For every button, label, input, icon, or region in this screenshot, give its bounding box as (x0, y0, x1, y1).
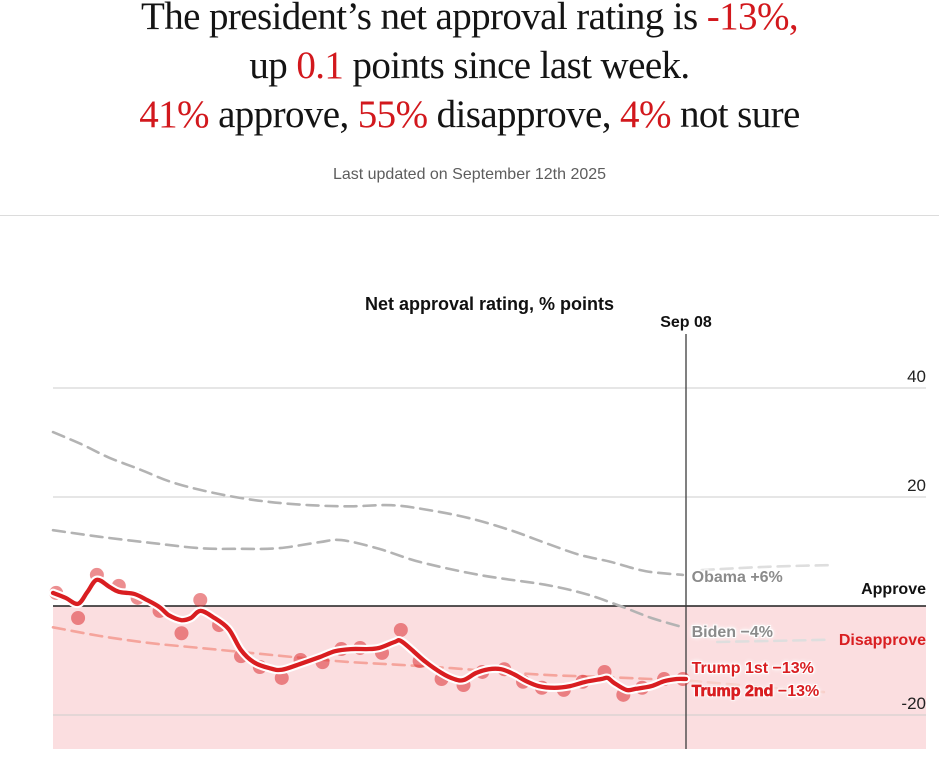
poll-dot (274, 670, 289, 685)
chart-canvas (48, 334, 926, 749)
header: The president’s net approval rating is -… (0, 0, 939, 217)
poll-dot (393, 622, 408, 637)
headline-accent-value: 0.1 (296, 44, 344, 87)
headline-accent-value: 55% (357, 93, 428, 136)
headline: The president’s net approval rating is -… (0, 0, 939, 139)
last-updated-text: Last updated on September 12th 2025 (332, 166, 607, 184)
biden-line (51, 528, 685, 629)
poll-dot (174, 626, 189, 641)
headline-text: not sure (670, 93, 800, 136)
headline-text: The president’s net approval rating is (140, 0, 707, 38)
poll-dot (71, 610, 86, 625)
trump1-line (51, 626, 688, 682)
headline-accent-value: 41% (139, 93, 209, 136)
headline-text: up (249, 44, 297, 87)
headline-text: disapprove, (427, 93, 621, 136)
headline-text: points since last week. (343, 44, 690, 87)
net-approval-chart: Net approval rating, % points Sep 08 40 2… (0, 210, 939, 749)
trump1-faded-line (687, 679, 826, 694)
header-divider (0, 215, 939, 217)
obama-line (51, 430, 685, 577)
headline-accent-value: 4% (620, 93, 671, 136)
disapprove-zone (53, 606, 926, 749)
poll-dot (193, 593, 208, 608)
headline-line: The president’s net approval rating is -… (0, 0, 939, 41)
trump2-line (50, 577, 689, 693)
biden-faded-line (716, 638, 829, 644)
headline-line: up 0.1 points since last week. (0, 41, 939, 90)
headline-text: approve, (208, 93, 358, 136)
headline-accent-value: -13%, (706, 0, 799, 38)
date-marker-label: Sep 08 (660, 314, 712, 331)
obama-faded-line (700, 563, 832, 572)
headline-line: 41% approve, 55% disapprove, 4% not sure (0, 90, 939, 139)
chart-title: Net approval rating, % points (364, 294, 615, 314)
